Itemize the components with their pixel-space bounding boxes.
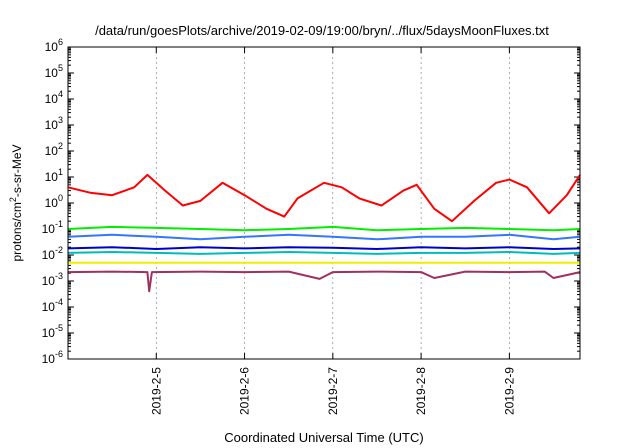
y-tick-label-base: 10 bbox=[42, 248, 56, 262]
y-axis-label: protons/cm2-s-sr-MeV bbox=[8, 144, 24, 261]
y-tick-label-exp: -4 bbox=[55, 297, 63, 307]
y-tick-label-exp: -6 bbox=[55, 349, 63, 359]
y-tick-label: 100 bbox=[45, 193, 63, 210]
y-axis: 10-610-510-410-310-210-11001011021031041… bbox=[42, 37, 580, 366]
y-tick-label: 10-1 bbox=[42, 219, 63, 236]
series-line-5 bbox=[67, 251, 581, 255]
y-tick-label-base: 10 bbox=[45, 66, 59, 80]
y-tick-label: 106 bbox=[45, 37, 63, 54]
y-tick-label-exp: 5 bbox=[58, 63, 63, 73]
y-tick-label-base: 10 bbox=[42, 274, 56, 288]
y-tick-label: 101 bbox=[45, 167, 63, 184]
x-tick-label: 2019-2-8 bbox=[414, 367, 428, 415]
y-tick-label-exp: -2 bbox=[55, 245, 63, 255]
y-tick-label-base: 10 bbox=[42, 300, 56, 314]
x-axis-label: Coordinated Universal Time (UTC) bbox=[224, 430, 423, 445]
y-tick-label: 10-4 bbox=[42, 297, 63, 314]
x-axis: 2019-2-5 2019-2-6 2019-2-7 2019-2-8 2019-2-9 bbox=[149, 47, 516, 415]
y-axis-label-sup: 2 bbox=[8, 197, 18, 202]
y-tick-label: 103 bbox=[45, 115, 63, 132]
series-line-4 bbox=[67, 246, 581, 250]
series-layer bbox=[67, 173, 581, 293]
y-tick-label: 10-3 bbox=[42, 271, 63, 288]
y-axis-label-base: protons/cm bbox=[10, 202, 24, 261]
y-tick-label-base: 10 bbox=[45, 40, 59, 54]
y-tick-label-base: 10 bbox=[45, 144, 59, 158]
y-tick-label-base: 10 bbox=[42, 352, 56, 366]
y-tick-label-exp: -3 bbox=[55, 271, 63, 281]
y-tick-label: 10-5 bbox=[42, 323, 63, 340]
x-tick-label: 2019-2-9 bbox=[502, 367, 516, 415]
series-line-3 bbox=[67, 233, 581, 241]
x-tick-label: 2019-2-7 bbox=[326, 367, 340, 415]
y-tick-label: 102 bbox=[45, 141, 63, 158]
y-tick-label-exp: 3 bbox=[58, 115, 63, 125]
y-tick-label-exp: 0 bbox=[58, 193, 63, 203]
series-line-1 bbox=[67, 173, 581, 223]
x-tick-label: 2019-2-5 bbox=[149, 367, 163, 415]
y-axis-label-rest: -s-sr-MeV bbox=[10, 144, 24, 197]
series-line-7 bbox=[67, 270, 581, 293]
y-tick-label: 105 bbox=[45, 63, 63, 80]
plot-frame bbox=[67, 46, 581, 360]
y-tick-label: 10-2 bbox=[42, 245, 63, 262]
y-tick-label-base: 10 bbox=[45, 170, 59, 184]
y-tick-label-exp: -1 bbox=[55, 219, 63, 229]
y-tick-label-base: 10 bbox=[42, 222, 56, 236]
series-line-2 bbox=[67, 225, 581, 232]
y-tick-label-exp: 6 bbox=[58, 37, 63, 47]
y-tick-label-exp: -5 bbox=[55, 323, 63, 333]
y-tick-label: 104 bbox=[45, 89, 63, 106]
y-tick-label-exp: 4 bbox=[58, 89, 63, 99]
chart-title: /data/run/goesPlots/archive/2019-02-09/1… bbox=[95, 23, 549, 38]
y-tick-label: 10-6 bbox=[42, 349, 63, 366]
y-tick-label-base: 10 bbox=[45, 92, 59, 106]
y-tick-label-base: 10 bbox=[42, 326, 56, 340]
y-tick-label-exp: 1 bbox=[58, 167, 63, 177]
y-tick-label-base: 10 bbox=[45, 118, 59, 132]
y-tick-label-exp: 2 bbox=[58, 141, 63, 151]
x-tick-label: 2019-2-6 bbox=[238, 367, 252, 415]
y-tick-label-base: 10 bbox=[45, 196, 59, 210]
